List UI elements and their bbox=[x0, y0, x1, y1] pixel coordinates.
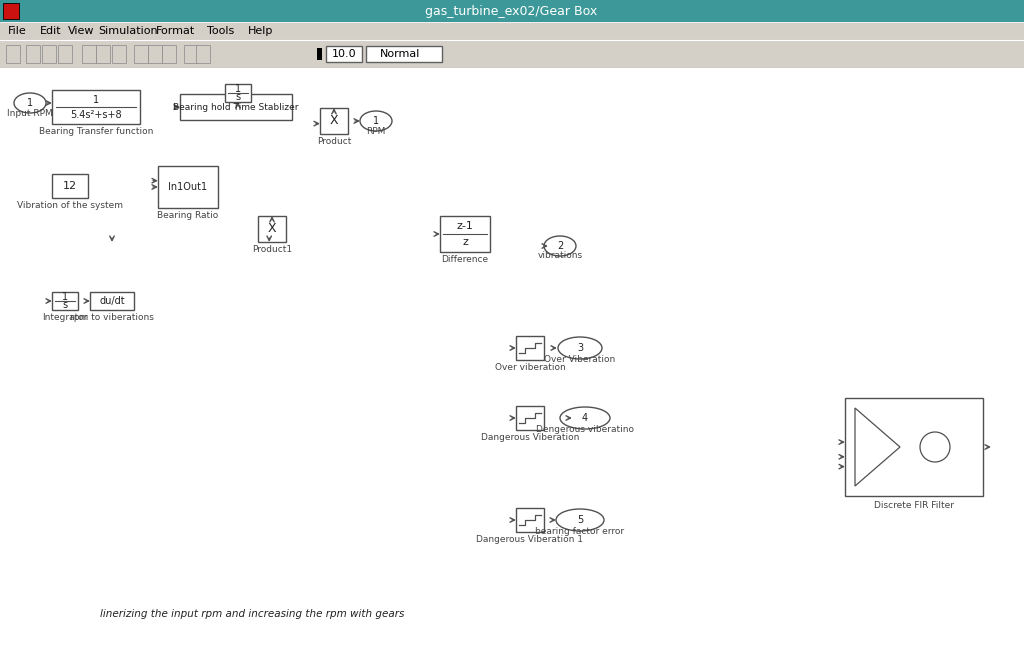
Bar bbox=[52, 292, 78, 310]
Text: Over viberation: Over viberation bbox=[495, 363, 565, 371]
Text: View: View bbox=[68, 26, 94, 36]
Ellipse shape bbox=[920, 432, 950, 462]
Bar bbox=[6, 45, 20, 63]
Text: Bearing hold Time Stablizer: Bearing hold Time Stablizer bbox=[173, 102, 299, 112]
Bar bbox=[516, 406, 544, 430]
Bar bbox=[158, 166, 218, 208]
Text: bearing factor error: bearing factor error bbox=[536, 527, 625, 535]
Text: Product: Product bbox=[316, 136, 351, 146]
Text: Bearing Transfer function: Bearing Transfer function bbox=[39, 127, 154, 136]
Ellipse shape bbox=[360, 111, 392, 131]
Bar bbox=[148, 45, 162, 63]
Polygon shape bbox=[855, 408, 900, 486]
Ellipse shape bbox=[544, 236, 575, 256]
Text: z: z bbox=[462, 237, 468, 247]
Ellipse shape bbox=[560, 407, 610, 429]
Text: linerizing the input rpm and increasing the rpm with gears: linerizing the input rpm and increasing … bbox=[100, 609, 404, 619]
Bar bbox=[52, 90, 140, 124]
Text: 10.0: 10.0 bbox=[332, 49, 356, 59]
Text: du/dt: du/dt bbox=[99, 296, 125, 306]
Bar bbox=[180, 94, 292, 120]
Text: 2: 2 bbox=[557, 241, 563, 251]
Bar bbox=[0, 0, 1024, 22]
Text: s: s bbox=[62, 300, 68, 310]
Bar bbox=[0, 22, 1024, 40]
Text: z-1: z-1 bbox=[457, 221, 473, 231]
Text: Normal: Normal bbox=[380, 49, 420, 59]
Bar bbox=[516, 336, 544, 360]
Bar bbox=[440, 216, 490, 252]
Ellipse shape bbox=[558, 337, 602, 359]
Bar bbox=[317, 48, 322, 60]
Bar bbox=[516, 508, 544, 532]
Text: Input RPM: Input RPM bbox=[7, 108, 53, 117]
Text: 1: 1 bbox=[27, 98, 33, 108]
Text: 1: 1 bbox=[61, 292, 68, 302]
Text: 1: 1 bbox=[93, 95, 99, 105]
Text: In1Out1: In1Out1 bbox=[168, 182, 208, 192]
Bar bbox=[326, 46, 362, 62]
Bar bbox=[52, 174, 88, 198]
Bar bbox=[366, 46, 442, 62]
Text: Bearing Ratio: Bearing Ratio bbox=[158, 211, 219, 220]
Text: Dangerous Viberation: Dangerous Viberation bbox=[481, 432, 580, 441]
Bar bbox=[42, 45, 56, 63]
Bar bbox=[196, 45, 210, 63]
Text: Format: Format bbox=[156, 26, 196, 36]
Bar bbox=[225, 84, 251, 102]
Text: Integrator: Integrator bbox=[42, 312, 88, 321]
Bar bbox=[0, 40, 1024, 68]
Text: Difference: Difference bbox=[441, 255, 488, 264]
Bar bbox=[58, 45, 72, 63]
Text: s: s bbox=[236, 92, 241, 102]
Text: Tools: Tools bbox=[207, 26, 234, 36]
Bar bbox=[184, 45, 198, 63]
Text: 12: 12 bbox=[62, 181, 77, 191]
Ellipse shape bbox=[14, 93, 46, 113]
Text: rpm to viberations: rpm to viberations bbox=[70, 312, 154, 321]
Bar bbox=[90, 292, 134, 310]
Bar bbox=[82, 45, 96, 63]
Text: Dengerous viberatino: Dengerous viberatino bbox=[536, 424, 634, 434]
Ellipse shape bbox=[556, 509, 604, 531]
Bar bbox=[3, 3, 19, 19]
Text: 5.4s²+s+8: 5.4s²+s+8 bbox=[71, 110, 122, 120]
Text: 1: 1 bbox=[373, 116, 379, 126]
Text: Help: Help bbox=[248, 26, 273, 36]
Text: Edit: Edit bbox=[40, 26, 61, 36]
Polygon shape bbox=[437, 51, 441, 57]
Text: 1: 1 bbox=[234, 84, 241, 94]
Bar bbox=[112, 45, 126, 63]
Text: Vibration of the system: Vibration of the system bbox=[17, 201, 123, 209]
Bar bbox=[162, 45, 176, 63]
Text: Simulation: Simulation bbox=[98, 26, 158, 36]
Text: 4: 4 bbox=[582, 413, 588, 423]
Bar bbox=[845, 398, 983, 496]
Text: RPM: RPM bbox=[367, 127, 386, 136]
Text: X: X bbox=[330, 115, 338, 127]
Text: 3: 3 bbox=[577, 343, 583, 353]
Bar bbox=[0, 68, 1024, 656]
Text: vibrations: vibrations bbox=[538, 251, 583, 260]
Bar bbox=[258, 216, 286, 242]
Bar bbox=[134, 45, 148, 63]
Text: Product1: Product1 bbox=[252, 245, 292, 253]
Bar bbox=[319, 108, 348, 134]
Text: 5: 5 bbox=[577, 515, 583, 525]
Text: Over Viberation: Over Viberation bbox=[545, 354, 615, 363]
Text: Dangerous Viberation 1: Dangerous Viberation 1 bbox=[476, 535, 584, 544]
Text: Discrete FIR Filter: Discrete FIR Filter bbox=[874, 501, 954, 510]
Bar bbox=[26, 45, 40, 63]
Text: gas_turbine_ex02/Gear Box: gas_turbine_ex02/Gear Box bbox=[425, 5, 597, 18]
Text: File: File bbox=[8, 26, 27, 36]
Bar bbox=[96, 45, 110, 63]
Polygon shape bbox=[305, 48, 315, 60]
Text: X: X bbox=[267, 222, 276, 236]
